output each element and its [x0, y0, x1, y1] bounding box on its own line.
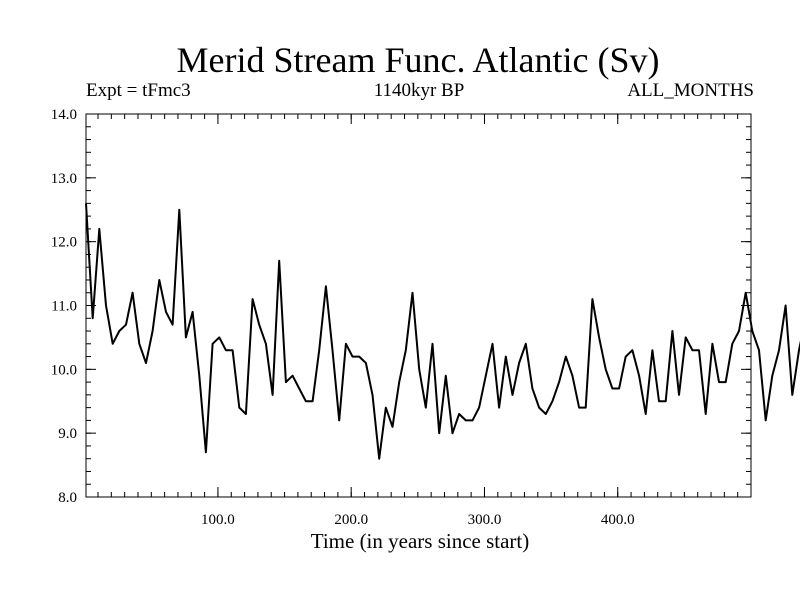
- period-label: 1140kyr BP: [373, 80, 465, 101]
- chart-title: Merid Stream Func. Atlantic (Sv): [176, 40, 660, 80]
- series-line: [85, 203, 800, 460]
- y-tick-label: 14.0: [51, 107, 77, 123]
- y-tick-label: 11.0: [51, 299, 77, 315]
- x-tick-label: 300.0: [468, 512, 502, 528]
- y-tick-label: 9.0: [58, 426, 77, 442]
- tick-labels: 100.0 200.0 300.0 400.0 8.0 9.0 10.0 11.0 12.0 13…: [51, 107, 635, 528]
- months-label: ALL_MONTHS: [627, 80, 754, 101]
- experiment-label: Expt = tFmc3: [86, 80, 191, 101]
- x-tick-label: 100.0: [201, 512, 235, 528]
- x-tick-label: 400.0: [601, 512, 635, 528]
- plot-frame: [85, 113, 752, 498]
- y-tick-label: 12.0: [51, 235, 77, 251]
- y-tick-label: 13.0: [51, 171, 77, 187]
- x-axis-label: Time (in years since start): [311, 529, 530, 553]
- x-tick-label: 200.0: [334, 512, 368, 528]
- axis-ticks: [86, 113, 751, 498]
- y-tick-label: 10.0: [51, 362, 77, 378]
- y-tick-label: 8.0: [58, 490, 77, 506]
